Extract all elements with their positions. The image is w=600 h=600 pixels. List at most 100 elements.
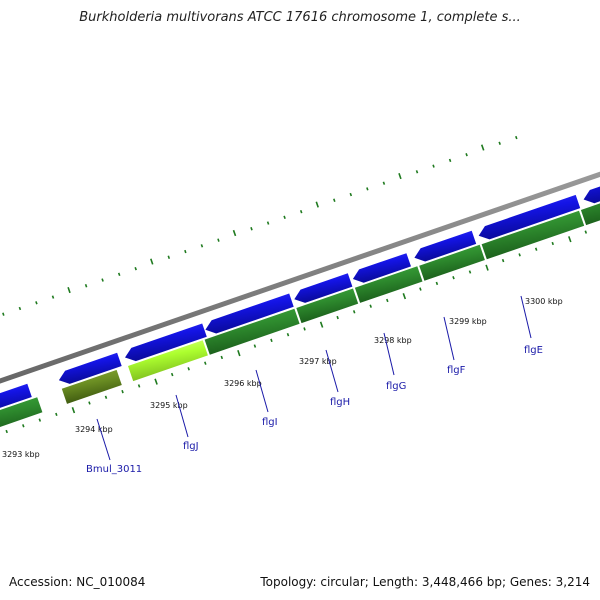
outer-tick-6	[18, 306, 22, 311]
gene-label-flge: flgE	[524, 345, 543, 356]
outer-tick-9	[67, 286, 71, 294]
inner-tick-28	[419, 287, 422, 291]
gene-label-flgf: flgF	[447, 365, 466, 376]
outer-tick-10	[84, 284, 88, 288]
outer-tick-13	[134, 266, 137, 271]
accession-label: Accession: NC_010084	[9, 575, 146, 589]
inner-tick-5	[38, 418, 42, 422]
genome-summary: Topology: circular; Length: 3,448,466 bp…	[260, 575, 590, 589]
outer-tick-8	[51, 295, 55, 299]
outer-tick-26	[349, 192, 353, 197]
inner-tick-14	[187, 367, 190, 371]
gene-labels: Bmul_3011 flgJ flgI flgH flgG flgF flgE	[86, 295, 543, 475]
outer-tick-12	[117, 272, 121, 277]
reverse-gene-flge	[481, 210, 585, 260]
scale-label-3: 3295 kbp	[150, 401, 188, 410]
outer-tick-27	[366, 187, 369, 191]
forward-gene-8	[478, 194, 581, 240]
outer-tick-20	[250, 227, 253, 231]
outer-tick-31	[432, 164, 435, 168]
inner-tick-23	[336, 315, 339, 320]
outer-tick-23	[299, 209, 303, 214]
gene-label-flgi: flgI	[262, 417, 278, 428]
outer-tick-19	[232, 229, 237, 237]
inner-tick-30	[452, 276, 455, 280]
outer-tick-16	[184, 249, 187, 254]
outer-tick-17	[200, 244, 204, 248]
inner-tick-37	[568, 236, 572, 243]
inner-tick-29	[435, 281, 439, 286]
inner-tick-21	[303, 327, 306, 331]
outer-tick-15	[167, 255, 171, 259]
inner-tick-35	[534, 247, 538, 251]
outer-tick-18	[217, 238, 220, 242]
inner-tick-20	[286, 332, 290, 337]
inner-tick-16	[220, 355, 224, 360]
map-title: Burkholderia multivorans ATCC 17616 chro…	[79, 10, 521, 25]
pseudogene-bmul-3011	[61, 369, 122, 404]
inner-tick-12	[154, 378, 158, 385]
inner-tick-8	[88, 401, 91, 405]
inner-tick-18	[253, 344, 257, 348]
inner-tick-22	[319, 321, 324, 328]
inner-tick-15	[204, 361, 207, 365]
reverse-gene-flgh	[296, 288, 359, 324]
scale-label-6: 3298 kbp	[374, 336, 412, 345]
forward-gene-6	[352, 253, 411, 283]
forward-gene-1	[0, 383, 32, 408]
outer-tick-30	[415, 170, 419, 174]
forward-gene-3	[125, 323, 207, 362]
outer-tick-25	[333, 198, 336, 202]
outer-tick-21	[266, 221, 270, 225]
outer-tick-ring	[2, 135, 518, 316]
inner-tick-7	[71, 407, 76, 414]
outer-tick-32	[448, 158, 452, 163]
backbone-ring	[0, 171, 600, 384]
reverse-gene-flgf	[419, 244, 485, 281]
inner-tick-31	[468, 270, 472, 274]
reverse-gene-1	[0, 397, 43, 427]
outer-tick-29	[398, 172, 402, 180]
gene-label-flgg: flgG	[386, 381, 406, 392]
outer-tick-22	[283, 215, 286, 220]
forward-gene-4	[205, 293, 294, 334]
outer-tick-33	[465, 153, 468, 157]
outer-tick-11	[101, 278, 104, 282]
scale-label-2: 3294 kbp	[75, 425, 113, 434]
inner-tick-33	[501, 258, 505, 263]
gene-label-flgh: flgH	[330, 397, 350, 408]
forward-gene-7	[414, 230, 477, 262]
gene-label-bmul-3011: Bmul_3011	[86, 464, 142, 475]
inner-tick-26	[386, 298, 389, 303]
reverse-gene-flgi	[204, 308, 300, 355]
outer-tick-14	[150, 258, 154, 265]
gene-label-flgj: flgJ	[183, 441, 199, 452]
inner-tick-9	[104, 395, 108, 399]
forward-strand-track	[0, 186, 600, 408]
inner-tick-27	[402, 293, 407, 300]
scale-label-5: 3297 kbp	[299, 357, 337, 366]
outer-tick-5	[2, 312, 5, 316]
forward-gene-2	[58, 352, 122, 384]
inner-tick-24	[352, 310, 356, 314]
highlighted-gene-flgj	[128, 340, 208, 382]
inner-tick-3	[5, 429, 8, 434]
scale-label-7: 3299 kbp	[449, 317, 487, 326]
inner-tick-17	[237, 350, 241, 357]
inner-tick-13	[170, 372, 174, 377]
reverse-gene-flgg	[354, 266, 423, 303]
inner-tick-34	[518, 253, 521, 257]
inner-tick-10	[121, 389, 124, 394]
inner-tick-38	[584, 230, 588, 234]
scale-label-4: 3296 kbp	[224, 379, 262, 388]
scale-label-1: 3293 kbp	[2, 450, 40, 459]
outer-tick-7	[35, 301, 38, 305]
outer-tick-36	[515, 135, 518, 140]
inner-tick-32	[485, 264, 489, 271]
inner-tick-ring	[5, 230, 588, 434]
forward-gene-5	[294, 273, 353, 303]
inner-tick-36	[551, 241, 554, 246]
reverse-strand-track	[0, 203, 600, 427]
scale-labels: 3293 kbp 3294 kbp 3295 kbp 3296 kbp 3297 kbp…	[2, 297, 563, 459]
